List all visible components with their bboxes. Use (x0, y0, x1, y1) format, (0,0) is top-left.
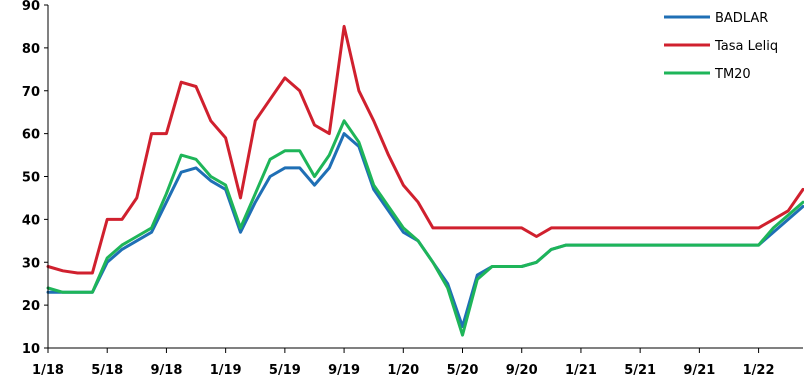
legend-label-2: TM20 (714, 67, 751, 82)
y-tick-label: 50 (22, 171, 40, 186)
y-tick-label: 70 (22, 85, 40, 100)
x-tick-label: 9/18 (150, 363, 182, 378)
series-line-0 (46, 132, 804, 329)
legend-label-1: Tasa Leliq (714, 39, 778, 54)
y-tick-label: 60 (22, 128, 40, 143)
y-tick-label: 90 (22, 0, 40, 14)
x-tick-label: 9/21 (683, 363, 715, 378)
x-tick-label: 5/20 (447, 363, 479, 378)
x-tick-label: 9/19 (328, 363, 360, 378)
series-line-2 (46, 119, 804, 337)
legend-label-0: BADLAR (715, 11, 768, 26)
axes: 10 20 30 40 50 60 70 80 90 1/18 5/18 9/18 1/19 5/19 9/… (22, 0, 803, 378)
x-tick-label: 1/21 (565, 363, 597, 378)
x-tick-label: 1/18 (32, 363, 64, 378)
x-tick-label: 1/19 (210, 363, 242, 378)
y-tick-label: 40 (22, 213, 40, 228)
x-tick-label: 1/20 (387, 363, 419, 378)
x-tick-label: 5/21 (624, 363, 656, 378)
y-tick-label: 30 (22, 256, 40, 271)
series-line-1 (46, 24, 804, 275)
y-tick-label: 20 (22, 299, 40, 314)
y-tick-label: 80 (22, 42, 40, 57)
plot-lines (46, 24, 804, 337)
x-tick-label: 5/19 (269, 363, 301, 378)
x-tick-label: 5/18 (91, 363, 123, 378)
x-tick-label: 9/20 (506, 363, 538, 378)
legend: BADLAR Tasa Leliq TM20 (664, 11, 778, 82)
x-tick-label: 1/22 (743, 363, 775, 378)
y-tick-label: 10 (22, 342, 40, 357)
